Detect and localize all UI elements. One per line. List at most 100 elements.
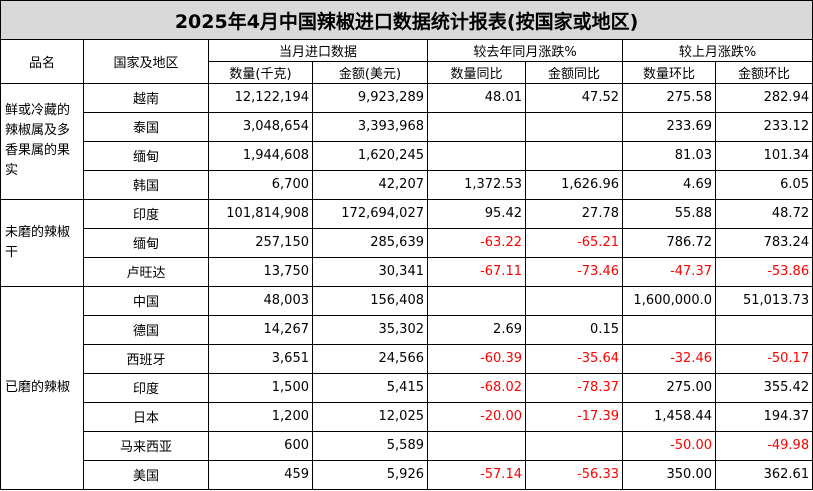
header-country: 国家及地区 xyxy=(83,39,209,84)
amount-yoy-cell: -17.39 xyxy=(525,401,623,432)
amount-mom-cell: 233.12 xyxy=(714,111,813,142)
amount-cell: 5,589 xyxy=(312,430,428,461)
country-cell: 卢旺达 xyxy=(83,256,209,287)
country-cell: 泰国 xyxy=(83,111,209,142)
table-row: 未磨的辣椒干 印度 101,814,908 172,694,027 95.42 27.78… xyxy=(0,198,813,287)
qty-cell: 459 xyxy=(208,459,313,491)
table-row: 美国 459 5,926 -57.14 -56.33 350.00 362.61 xyxy=(1,459,813,491)
amount-cell: 24,566 xyxy=(312,343,428,374)
qty-mom-cell xyxy=(622,314,716,345)
qty-cell: 1,500 xyxy=(208,372,313,403)
qty-yoy-cell: 95.42 xyxy=(427,198,526,229)
header-qty-mom: 数量环比 xyxy=(622,61,716,84)
country-cell: 日本 xyxy=(83,401,209,432)
country-cell: 马来西亚 xyxy=(83,430,209,461)
qty-yoy-cell xyxy=(427,140,526,171)
header-amount-yoy: 金额同比 xyxy=(525,61,623,84)
amount-yoy-cell xyxy=(525,285,623,316)
qty-mom-cell: 786.72 xyxy=(622,227,716,258)
table-row: 日本 1,200 12,025 -20.00 -17.39 1,458.44 194.37 xyxy=(1,401,813,432)
header-category: 品名 xyxy=(0,39,84,84)
amount-mom-cell: 355.42 xyxy=(714,372,813,403)
amount-cell: 35,302 xyxy=(312,314,428,345)
amount-mom-cell: 51,013.73 xyxy=(714,285,813,316)
qty-yoy-cell: -68.02 xyxy=(427,372,526,403)
amount-cell: 172,694,027 xyxy=(312,198,428,229)
qty-yoy-cell: -20.00 xyxy=(427,401,526,432)
table-row: 已磨的辣椒 中国 48,003 156,408 1,600,000.0 51,013.73 xyxy=(0,285,813,491)
qty-yoy-cell: -63.22 xyxy=(427,227,526,258)
table-row: 西班牙 3,651 24,566 -60.39 -35.64 -32.46 -50.17 xyxy=(1,343,813,374)
amount-mom-cell: 783.24 xyxy=(714,227,813,258)
header-qty: 数量(千克) xyxy=(208,61,313,84)
qty-cell: 6,700 xyxy=(208,169,313,200)
amount-mom-cell: 6.05 xyxy=(714,169,813,200)
category-cell: 已磨的辣椒 xyxy=(0,285,84,491)
qty-mom-cell: -47.37 xyxy=(622,256,716,287)
amount-mom-cell: 362.61 xyxy=(714,459,813,491)
country-cell: 缅甸 xyxy=(83,227,209,258)
amount-yoy-cell: -65.21 xyxy=(525,227,623,258)
qty-cell: 14,267 xyxy=(208,314,313,345)
qty-mom-cell: 1,458.44 xyxy=(622,401,716,432)
amount-cell: 9,923,289 xyxy=(312,82,428,113)
qty-mom-cell: 233.69 xyxy=(622,111,716,142)
qty-yoy-cell: -57.14 xyxy=(427,459,526,491)
header-yoy: 较去年同月涨跌% xyxy=(427,39,623,63)
qty-mom-cell: 81.03 xyxy=(622,140,716,171)
amount-cell: 5,926 xyxy=(312,459,428,491)
amount-cell: 42,207 xyxy=(312,169,428,200)
country-cell: 美国 xyxy=(83,459,209,491)
table-row: 韩国 6,700 42,207 1,372.53 1,626.96 4.69 6.05 xyxy=(1,169,813,200)
amount-mom-cell: -53.86 xyxy=(714,256,813,287)
qty-cell: 1,944,608 xyxy=(208,140,313,171)
qty-mom-cell: 275.58 xyxy=(622,82,716,113)
amount-cell: 3,393,968 xyxy=(312,111,428,142)
table-row: 缅甸 257,150 285,639 -63.22 -65.21 786.72 783.24 xyxy=(1,227,813,258)
amount-yoy-cell: -35.64 xyxy=(525,343,623,374)
amount-mom-cell: -49.98 xyxy=(714,430,813,461)
qty-yoy-cell: 2.69 xyxy=(427,314,526,345)
amount-cell: 1,620,245 xyxy=(312,140,428,171)
qty-mom-cell: 55.88 xyxy=(622,198,716,229)
amount-mom-cell: 48.72 xyxy=(714,198,813,229)
qty-yoy-cell: -60.39 xyxy=(427,343,526,374)
qty-yoy-cell xyxy=(427,430,526,461)
country-cell: 印度 xyxy=(83,372,209,403)
amount-cell: 156,408 xyxy=(312,285,428,316)
table-row: 印度 1,500 5,415 -68.02 -78.37 275.00 355.42 xyxy=(1,372,813,403)
amount-cell: 30,341 xyxy=(312,256,428,287)
country-cell: 越南 xyxy=(83,82,209,113)
qty-mom-cell: 350.00 xyxy=(622,459,716,491)
amount-yoy-cell: 47.52 xyxy=(525,82,623,113)
amount-mom-cell: 282.94 xyxy=(714,82,813,113)
qty-mom-cell: 4.69 xyxy=(622,169,716,200)
qty-mom-cell: 1,600,000.0 xyxy=(622,285,716,316)
amount-mom-cell: 101.34 xyxy=(714,140,813,171)
amount-cell: 12,025 xyxy=(312,401,428,432)
country-cell: 西班牙 xyxy=(83,343,209,374)
amount-yoy-cell: -78.37 xyxy=(525,372,623,403)
qty-yoy-cell xyxy=(427,111,526,142)
category-cell: 未磨的辣椒干 xyxy=(0,198,84,287)
amount-cell: 5,415 xyxy=(312,372,428,403)
qty-yoy-cell: 48.01 xyxy=(427,82,526,113)
qty-cell: 257,150 xyxy=(208,227,313,258)
table-row: 泰国 3,048,654 3,393,968 233.69 233.12 xyxy=(1,111,813,142)
qty-yoy-cell xyxy=(427,285,526,316)
amount-mom-cell: -50.17 xyxy=(714,343,813,374)
qty-cell: 3,651 xyxy=(208,343,313,374)
country-cell: 德国 xyxy=(83,314,209,345)
country-cell: 中国 xyxy=(83,285,209,316)
header-current-month: 当月进口数据 xyxy=(208,39,428,63)
country-cell: 印度 xyxy=(83,198,209,229)
qty-cell: 101,814,908 xyxy=(208,198,313,229)
amount-yoy-cell: 1,626.96 xyxy=(525,169,623,200)
amount-yoy-cell: 27.78 xyxy=(525,198,623,229)
qty-cell: 48,003 xyxy=(208,285,313,316)
header-amount-mom: 金额环比 xyxy=(714,61,813,84)
amount-yoy-cell: -56.33 xyxy=(525,459,623,491)
amount-yoy-cell: -73.46 xyxy=(525,256,623,287)
qty-mom-cell: -32.46 xyxy=(622,343,716,374)
header-mom: 较上月涨跌% xyxy=(621,39,813,63)
